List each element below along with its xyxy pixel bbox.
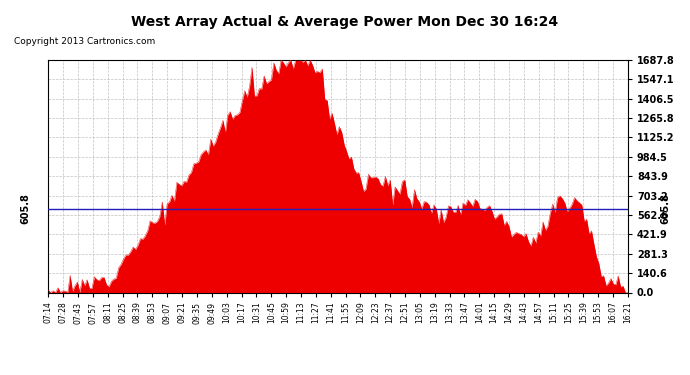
Text: 605.8: 605.8 bbox=[660, 194, 671, 225]
Text: West Array Actual & Average Power Mon Dec 30 16:24: West Array Actual & Average Power Mon De… bbox=[131, 15, 559, 29]
Text: Copyright 2013 Cartronics.com: Copyright 2013 Cartronics.com bbox=[14, 38, 155, 46]
Text: 605.8: 605.8 bbox=[20, 194, 30, 225]
